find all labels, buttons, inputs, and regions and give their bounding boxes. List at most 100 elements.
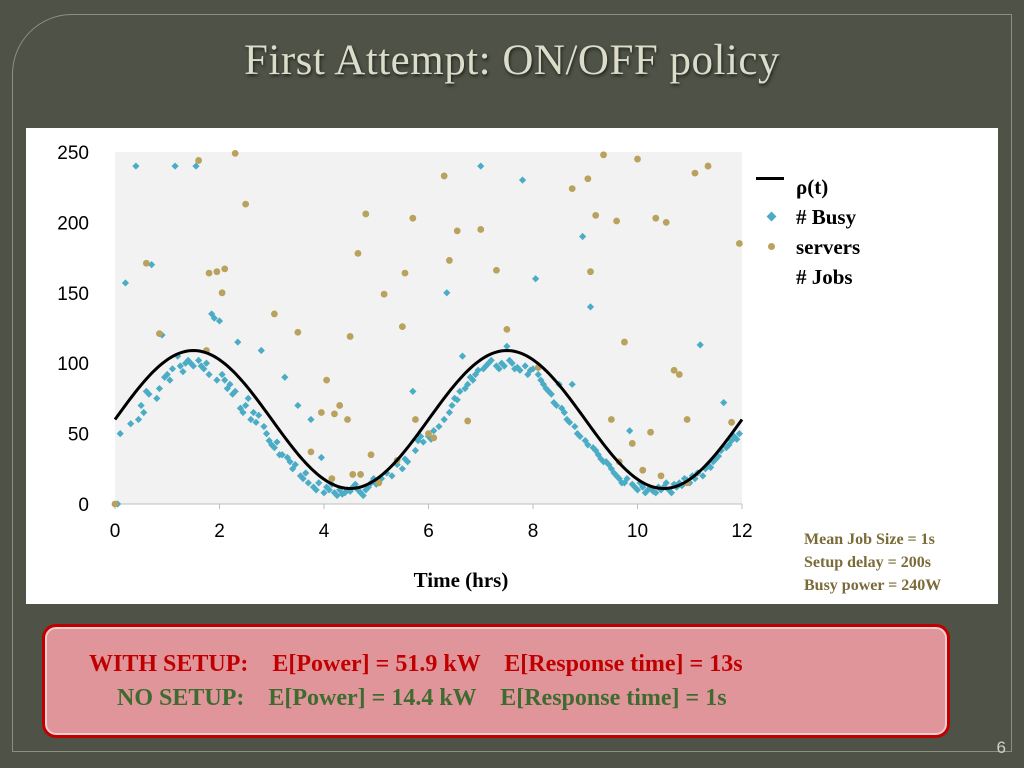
busy-servers-point xyxy=(419,438,427,446)
busy-servers-point xyxy=(291,460,299,469)
busy-servers-point xyxy=(628,480,636,488)
legend-item-rho: ρ(t) xyxy=(756,172,860,202)
busy-servers-point xyxy=(333,491,341,500)
busy-servers-point xyxy=(244,394,252,402)
y-tick-label: 250 xyxy=(57,143,89,164)
busy-servers-point xyxy=(302,469,310,477)
busy-servers-point xyxy=(469,376,477,384)
chart-panel: 0 50 100 150 200 250 0 2 4 6 8 10 12 Time (hrs) ρ(t)… xyxy=(26,128,998,604)
busy-servers-point xyxy=(545,387,553,395)
busy-servers-point xyxy=(633,486,642,494)
busy-servers-point xyxy=(294,401,302,410)
jobs-point xyxy=(231,150,239,157)
busy-servers-point xyxy=(492,362,501,370)
busy-servers-point xyxy=(404,458,412,466)
plot-area xyxy=(115,152,742,504)
busy-servers-point xyxy=(134,415,143,424)
busy-servers-point xyxy=(289,465,297,473)
x-axis-label: Time (hrs) xyxy=(413,568,509,592)
jobs-point xyxy=(412,416,419,423)
busy-servers-point xyxy=(500,362,508,370)
jobs-point xyxy=(357,471,364,478)
chart-legend: ρ(t) # Busy servers # Jobs xyxy=(756,172,860,292)
jobs-point xyxy=(398,323,406,330)
jobs-point xyxy=(328,475,336,483)
x-tick-label: 8 xyxy=(528,521,539,542)
jobs-point xyxy=(242,200,250,208)
busy-servers-point xyxy=(471,370,480,379)
busy-servers-point xyxy=(498,359,506,367)
busy-servers-point xyxy=(696,341,704,349)
busy-servers-point xyxy=(132,162,140,170)
busy-servers-point xyxy=(445,408,453,417)
busy-servers-point xyxy=(179,368,187,376)
y-tick-label: 150 xyxy=(57,284,89,305)
busy-servers-point xyxy=(398,465,406,473)
busy-servers-point xyxy=(456,387,464,395)
jobs-point xyxy=(323,376,331,384)
jobs-point xyxy=(613,217,620,225)
busy-servers-point xyxy=(586,303,595,311)
diamond-marker-icon xyxy=(756,202,796,232)
busy-servers-point xyxy=(560,408,568,417)
slide-title: First Attempt: ON/OFF policy xyxy=(243,37,781,84)
jobs-point xyxy=(425,430,432,437)
jobs-point xyxy=(728,418,735,426)
busy-servers-point xyxy=(202,359,211,367)
slide-frame xyxy=(12,14,1012,752)
jobs-point xyxy=(317,409,325,416)
jobs-point xyxy=(652,214,660,222)
busy-servers-point xyxy=(667,489,676,497)
busy-servers-point xyxy=(273,438,281,446)
busy-servers-point xyxy=(482,362,490,370)
legend-item-servers: servers xyxy=(756,232,860,262)
jobs-point xyxy=(675,371,683,378)
busy-servers-point xyxy=(231,387,239,395)
busy-servers-point xyxy=(312,486,320,494)
busy-servers-point xyxy=(443,289,451,297)
busy-servers-point xyxy=(576,432,584,441)
busy-servers-point xyxy=(639,483,647,491)
legend-label-busy: # Busy xyxy=(796,205,857,229)
busy-servers-point xyxy=(213,376,221,384)
busy-servers-point xyxy=(592,446,600,455)
busy-servers-point xyxy=(354,486,362,494)
busy-servers-point xyxy=(142,387,150,395)
y-tick-label: 100 xyxy=(57,354,89,375)
busy-servers-point xyxy=(565,418,574,426)
busy-servers-point xyxy=(192,162,200,170)
busy-servers-point xyxy=(440,415,448,424)
busy-servers-point xyxy=(336,486,344,494)
busy-servers-point xyxy=(607,465,615,473)
jobs-point xyxy=(446,257,453,264)
busy-servers-point xyxy=(665,486,673,494)
param-job-size: Mean Job Size = 1s xyxy=(804,531,935,548)
busy-servers-point xyxy=(511,365,519,373)
busy-servers-point xyxy=(563,415,571,424)
busy-servers-point xyxy=(646,484,655,493)
busy-servers-point xyxy=(226,380,234,388)
y-tick-label: 200 xyxy=(57,213,89,234)
jobs-point xyxy=(584,175,592,183)
y-tick-label: 50 xyxy=(68,425,89,446)
jobs-point xyxy=(503,326,511,333)
busy-servers-point xyxy=(411,446,420,455)
jobs-point xyxy=(307,448,315,456)
jobs-point xyxy=(592,211,600,219)
jobs-point xyxy=(354,249,362,257)
busy-servers-point xyxy=(727,437,736,445)
y-tick-label: 0 xyxy=(78,495,89,516)
busy-servers-point xyxy=(678,482,686,490)
busy-servers-point xyxy=(521,362,529,370)
busy-servers-point xyxy=(464,380,472,388)
busy-servers-point xyxy=(534,370,542,379)
busy-servers-point xyxy=(116,430,124,438)
busy-servers-point xyxy=(414,437,422,445)
jobs-point xyxy=(111,500,119,508)
jobs-point xyxy=(691,169,699,177)
busy-servers-point xyxy=(315,479,323,487)
result-with-setup: WITH SETUP: E[Power] = 51.9 kW E[Respons… xyxy=(89,651,743,677)
busy-servers-point xyxy=(401,455,409,463)
busy-servers-point xyxy=(147,261,156,269)
busy-servers-point xyxy=(140,408,148,417)
